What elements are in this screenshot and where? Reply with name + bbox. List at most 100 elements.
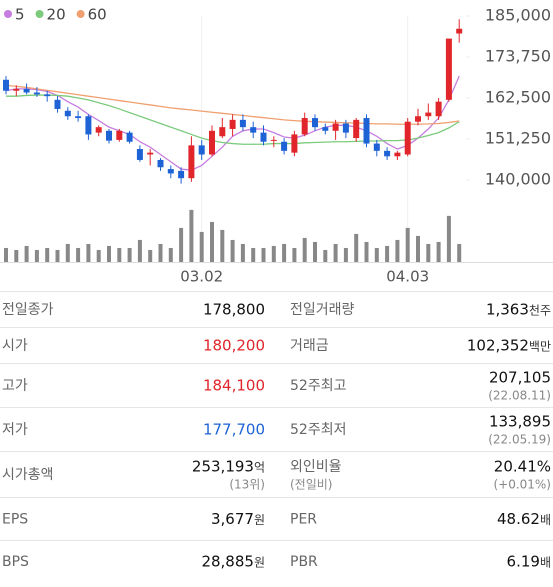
- volume-bar: [45, 247, 50, 262]
- volume-bar: [220, 229, 225, 262]
- volume-bar: [446, 215, 451, 262]
- candle-body: [291, 134, 298, 153]
- cell-unit: 배: [540, 556, 551, 570]
- candle-body: [435, 101, 442, 117]
- candle-body: [95, 127, 102, 133]
- candle-body: [157, 159, 164, 168]
- cell-unit: 천주: [529, 303, 551, 318]
- volume-bar: [251, 247, 256, 262]
- cell-label: PER: [290, 512, 317, 528]
- candle-body: [75, 116, 82, 119]
- volume-bar: [168, 247, 173, 262]
- cell-label: 52주최저: [290, 422, 346, 438]
- cell-label: 52주최고: [290, 378, 347, 394]
- volume-bar: [189, 209, 194, 262]
- candle-body: [23, 88, 30, 93]
- candle-body: [342, 123, 349, 133]
- volume-bar: [333, 243, 338, 262]
- volume-bar: [292, 247, 297, 262]
- candle-body: [332, 123, 339, 131]
- candle-body: [33, 92, 40, 95]
- volume-bar: [436, 241, 441, 262]
- candle-body: [64, 110, 71, 117]
- cell-unit: 원: [254, 556, 265, 570]
- candle-body: [415, 116, 421, 122]
- volume-bar: [405, 227, 410, 262]
- ma-line: [6, 94, 460, 145]
- cell-value: 133,895: [489, 413, 551, 431]
- volume-bar: [137, 239, 142, 262]
- volume-bar: [148, 249, 153, 262]
- legend-label: 20: [47, 6, 66, 24]
- volume-bar: [210, 221, 214, 262]
- candle-body: [301, 118, 308, 135]
- candle-body: [116, 130, 123, 140]
- candle-body: [188, 145, 195, 179]
- candle-body: [281, 141, 288, 151]
- volume-bar: [374, 247, 379, 262]
- cell-label: PBR: [290, 554, 318, 570]
- legend-label: 60: [88, 6, 107, 24]
- cell-value: 178,800: [203, 301, 265, 319]
- candle-body: [363, 118, 370, 144]
- candle-body: [270, 139, 277, 141]
- candle-body: [106, 130, 112, 141]
- candle-body: [353, 119, 360, 139]
- cell-label: 전일종가: [2, 302, 54, 318]
- cell-label: 시가: [2, 338, 28, 354]
- volume-bar: [179, 227, 184, 262]
- cell-value: 6.19: [507, 553, 540, 571]
- volume-bar: [96, 249, 101, 262]
- volume-bar: [343, 247, 348, 262]
- cell-value: 207,105: [489, 369, 551, 387]
- candle-body: [250, 127, 257, 133]
- cell-label: 거래금: [290, 338, 329, 354]
- volume-bar: [14, 249, 19, 262]
- cell-label: 외인비율: [290, 459, 342, 475]
- x-tick-label: 03.02: [180, 268, 223, 286]
- candle-body: [219, 127, 226, 137]
- candle-body: [239, 119, 246, 128]
- legend-label: 5: [15, 6, 25, 24]
- cell-sub: (13위): [229, 478, 265, 492]
- cell-value: 48.62: [497, 510, 540, 528]
- candle-body: [136, 149, 143, 160]
- volume-bar: [261, 247, 266, 262]
- cell-value: 28,885: [201, 553, 254, 571]
- cell-sub: (+0.01%): [493, 478, 551, 492]
- candle-body: [178, 170, 185, 179]
- cell-value: 20.41%: [494, 458, 551, 476]
- volume-bar: [76, 247, 81, 262]
- y-tick-label: 185,000: [485, 6, 551, 25]
- volume-bar: [65, 243, 70, 262]
- volume-bar: [271, 245, 276, 262]
- volume-bar: [55, 249, 60, 262]
- candle-body: [445, 38, 452, 100]
- volume-bar: [199, 231, 204, 262]
- volume-bar: [354, 233, 359, 262]
- cell-value: 253,193: [192, 458, 254, 476]
- volume-bar: [158, 243, 163, 262]
- cell-value: 3,677: [211, 510, 254, 528]
- cell-value: 102,352: [467, 337, 529, 355]
- legend-dot: [76, 10, 85, 18]
- cell-label: 전일거래량: [290, 302, 355, 318]
- y-tick-label: 173,750: [485, 47, 551, 66]
- candle-body: [384, 150, 391, 157]
- candle-body: [260, 132, 267, 142]
- volume-bar: [313, 241, 317, 262]
- volume-bar: [24, 245, 29, 262]
- candle-body: [126, 132, 133, 142]
- volume-bar: [416, 235, 420, 262]
- cell-label: 시가총액: [2, 467, 54, 483]
- candle-body: [54, 99, 61, 109]
- volume-bar: [86, 243, 91, 262]
- volume-bar: [230, 239, 235, 262]
- volume-bar: [323, 249, 328, 262]
- legend-dot: [35, 10, 44, 18]
- candle-body: [209, 130, 215, 155]
- cell-label: BPS: [2, 554, 29, 570]
- candle-body: [456, 28, 463, 34]
- x-tick-label: 04.03: [386, 268, 429, 286]
